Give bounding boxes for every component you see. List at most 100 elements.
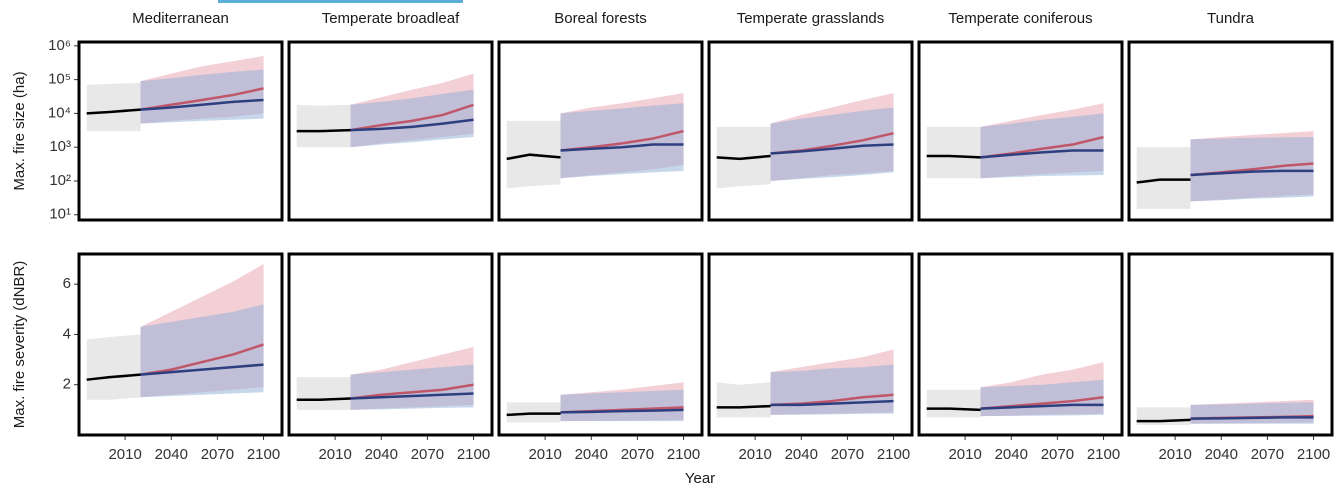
panel <box>506 93 684 189</box>
x-tick-label: 2010 <box>1158 446 1191 463</box>
x-tick-label: 2010 <box>108 446 141 463</box>
band <box>560 389 684 422</box>
panel-border <box>917 252 1124 437</box>
panel-border <box>77 40 284 222</box>
band <box>86 334 141 400</box>
x-tick-label: 2100 <box>457 446 490 463</box>
panel-title: Temperate coniferous <box>948 10 1092 27</box>
top-strip <box>218 0 463 3</box>
line <box>140 343 264 376</box>
line <box>350 118 474 132</box>
line <box>716 404 771 409</box>
panel-border <box>77 252 284 437</box>
x-tick-label: 2010 <box>738 446 771 463</box>
band <box>86 82 141 132</box>
x-tick-label: 2070 <box>1041 446 1074 463</box>
band <box>560 103 684 179</box>
x-tick-label: 2010 <box>948 446 981 463</box>
x-tick-label: 2070 <box>831 446 864 463</box>
x-tick-label: 2010 <box>318 446 351 463</box>
panel-title: Boreal forests <box>554 10 647 27</box>
panel-border <box>707 40 914 222</box>
line <box>980 403 1104 410</box>
line <box>770 143 894 155</box>
panel-border <box>1127 252 1334 437</box>
x-tick-label: 2040 <box>785 446 818 463</box>
x-tick-label: 2070 <box>1251 446 1284 463</box>
band <box>1136 147 1191 209</box>
band <box>506 402 561 423</box>
line <box>506 412 561 417</box>
y-tick-label: 10⁴ <box>48 104 71 121</box>
x-tick-label: 2100 <box>1297 446 1330 463</box>
panel <box>86 264 264 400</box>
line <box>560 143 684 152</box>
line <box>296 397 351 402</box>
line <box>1190 416 1314 420</box>
panel-border <box>287 40 494 222</box>
panel-title: Temperate broadleaf <box>322 10 460 27</box>
band <box>140 304 264 398</box>
y-axis-title: Max. fire severity (dNBR) <box>11 261 28 429</box>
line <box>1136 178 1191 184</box>
line <box>926 154 981 159</box>
line <box>926 407 981 412</box>
band <box>770 364 894 415</box>
band <box>926 389 981 418</box>
band <box>140 69 264 124</box>
line <box>350 103 474 132</box>
y-tick-label: 10⁶ <box>48 37 71 54</box>
y-axis-title: Max. fire size (ha) <box>11 71 28 190</box>
panel <box>86 56 264 132</box>
band <box>980 113 1104 179</box>
band <box>716 382 771 418</box>
panel <box>1136 131 1314 209</box>
x-tick-label: 2100 <box>877 446 910 463</box>
y-tick-label: 10⁵ <box>48 71 71 88</box>
y-tick-label: 2 <box>63 376 71 393</box>
panel-border <box>287 252 494 437</box>
panel <box>296 73 474 148</box>
panel-title: Tundra <box>1207 10 1255 27</box>
x-tick-label: 2040 <box>155 446 188 463</box>
x-tick-label: 2070 <box>201 446 234 463</box>
x-tick-label: 2040 <box>995 446 1028 463</box>
x-tick-label: 2040 <box>575 446 608 463</box>
line <box>86 373 141 381</box>
line <box>506 153 561 161</box>
band <box>350 364 474 410</box>
panel-border <box>1127 40 1334 222</box>
line <box>350 392 474 400</box>
line <box>1136 418 1191 423</box>
panel <box>716 93 894 189</box>
x-tick-label: 2070 <box>621 446 654 463</box>
y-tick-label: 6 <box>63 275 71 292</box>
y-tick-label: 10³ <box>49 138 71 155</box>
panel <box>926 362 1104 418</box>
band <box>296 104 351 148</box>
panel <box>506 382 684 423</box>
band <box>926 126 981 179</box>
panel-border <box>707 252 914 437</box>
line <box>770 399 894 407</box>
panel-title: Temperate grasslands <box>737 10 885 27</box>
line <box>86 108 141 115</box>
panel-border <box>917 40 1124 222</box>
x-tick-label: 2070 <box>411 446 444 463</box>
band <box>350 89 474 148</box>
x-axis-title: Year <box>685 470 715 487</box>
line <box>140 98 264 111</box>
y-tick-label: 4 <box>63 325 71 342</box>
line <box>350 383 474 400</box>
line <box>716 154 771 161</box>
panel-border <box>497 252 704 437</box>
panel-title: Mediterranean <box>132 10 229 27</box>
panel <box>716 349 894 418</box>
x-tick-label: 2040 <box>365 446 398 463</box>
x-tick-label: 2100 <box>247 446 280 463</box>
panel-border <box>497 40 704 222</box>
panel <box>926 103 1104 179</box>
band <box>770 107 894 181</box>
band <box>1190 402 1314 424</box>
